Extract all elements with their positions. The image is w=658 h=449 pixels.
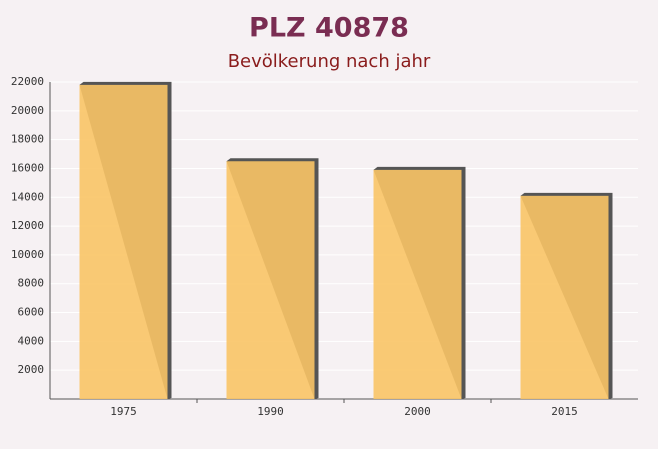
chart-title: PLZ 40878	[249, 13, 409, 44]
y-tick-label: 20000	[11, 104, 44, 117]
y-tick-label: 6000	[18, 306, 45, 319]
x-tick-label: 1990	[257, 405, 284, 418]
x-tick-label: 2000	[404, 405, 431, 418]
bar	[373, 169, 462, 399]
bar	[79, 84, 168, 399]
y-tick-label: 22000	[11, 75, 44, 88]
x-tick-label: 2015	[551, 405, 578, 418]
y-tick-label: 12000	[11, 219, 44, 232]
chart-subtitle: Bevölkerung nach jahr	[228, 51, 431, 72]
y-tick-label: 4000	[18, 334, 45, 347]
y-tick-label: 16000	[11, 161, 44, 174]
bar	[520, 195, 609, 399]
y-tick-label: 8000	[18, 277, 45, 290]
x-tick-label: 1975	[110, 405, 137, 418]
y-tick-label: 14000	[11, 190, 44, 203]
y-tick-label: 10000	[11, 248, 44, 261]
y-tick-label: 18000	[11, 133, 44, 146]
bar	[226, 161, 315, 399]
y-tick-label: 2000	[18, 363, 45, 376]
